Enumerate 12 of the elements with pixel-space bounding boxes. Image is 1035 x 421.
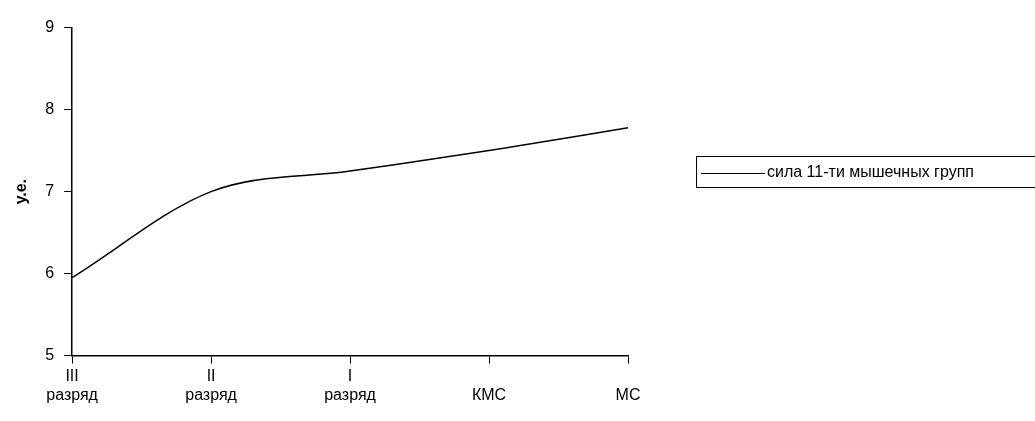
x-tick-label: III разряд	[46, 366, 99, 403]
x-tick-label: II разряд	[185, 366, 238, 403]
y-tick-label: 5	[45, 346, 55, 364]
x-tick-label: КМС	[471, 385, 507, 403]
y-tick-label: 9	[45, 18, 55, 36]
y-tick-label: 6	[45, 264, 55, 282]
legend-label: сила 11-ти мышечных групп	[767, 163, 974, 181]
x-tick-label: I разряд	[324, 366, 377, 403]
y-tick-label: 8	[45, 100, 55, 118]
y-axis-title: у.е.	[12, 178, 30, 205]
y-tick-label: 7	[45, 182, 55, 200]
x-tick-label: МС	[615, 385, 641, 403]
